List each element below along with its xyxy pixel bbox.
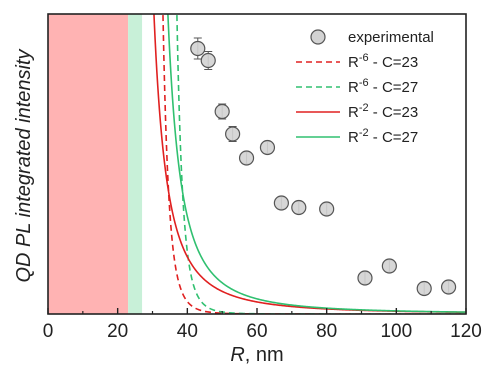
- data-point: [381, 258, 397, 274]
- legend-item-3: R-2 - C=27: [296, 127, 418, 146]
- marker: [200, 52, 216, 69]
- x-axis-label-unit: , nm: [245, 344, 284, 366]
- legend-label: R-6 - C=23: [348, 52, 418, 71]
- x-tick-label: 120: [450, 321, 482, 342]
- y-axis-label: QD PL integrated intensity: [13, 48, 35, 282]
- x-axis-ticks: 0 20 40 60 80 100 120: [43, 308, 482, 342]
- data-point: [200, 51, 216, 70]
- legend-label: R-6 - C=27: [348, 77, 418, 96]
- marker: [238, 150, 255, 166]
- data-point: [416, 280, 432, 297]
- legend-label: R-2 - C=23: [348, 102, 418, 121]
- data-point: [440, 279, 457, 295]
- marker: [190, 40, 206, 57]
- marker: [214, 103, 230, 120]
- fit-curve-0: [162, 14, 466, 314]
- legend-item-1: R-6 - C=27: [296, 77, 418, 96]
- marker: [381, 258, 397, 274]
- legend-label: experimental: [348, 29, 434, 46]
- x-tick-label: 40: [177, 321, 198, 342]
- data-point: [273, 195, 289, 211]
- data-point: [259, 139, 276, 156]
- legend-marker: [310, 29, 326, 45]
- x-axis-label: R, nm: [230, 344, 283, 366]
- legend: experimental R-6 - C=23 R-6 - C=27 R-2 - C=…: [296, 29, 434, 146]
- data-point: [319, 201, 335, 217]
- shaded-region-1: [128, 14, 143, 314]
- data-point: [238, 150, 255, 166]
- marker: [319, 201, 335, 217]
- marker: [259, 139, 276, 156]
- marker: [291, 199, 307, 216]
- legend-label: R-2 - C=27: [348, 127, 418, 146]
- legend-item-0: R-6 - C=23: [296, 52, 418, 71]
- data-point: [225, 126, 241, 142]
- fit-curve-1: [176, 14, 466, 314]
- data-point: [357, 270, 373, 286]
- plot-background: [48, 14, 143, 314]
- shaded-region-0: [48, 14, 129, 314]
- x-tick-label: 100: [380, 321, 412, 342]
- marker: [357, 270, 373, 286]
- marker: [440, 279, 457, 295]
- x-tick-label: 60: [246, 321, 267, 342]
- data-point: [291, 199, 307, 216]
- x-tick-label: 20: [107, 321, 128, 342]
- data-point: [190, 37, 206, 60]
- marker: [416, 280, 432, 297]
- legend-item-2: R-2 - C=23: [296, 102, 418, 121]
- marker: [273, 195, 289, 211]
- x-tick-label: 0: [43, 321, 54, 342]
- legend-item-experimental: experimental: [310, 29, 434, 46]
- marker: [225, 126, 241, 142]
- x-tick-label: 80: [316, 321, 337, 342]
- fit-curve-3: [167, 14, 466, 313]
- data-point: [214, 103, 230, 120]
- experimental-points: [190, 37, 457, 297]
- x-axis-label-symbol: R: [230, 344, 244, 366]
